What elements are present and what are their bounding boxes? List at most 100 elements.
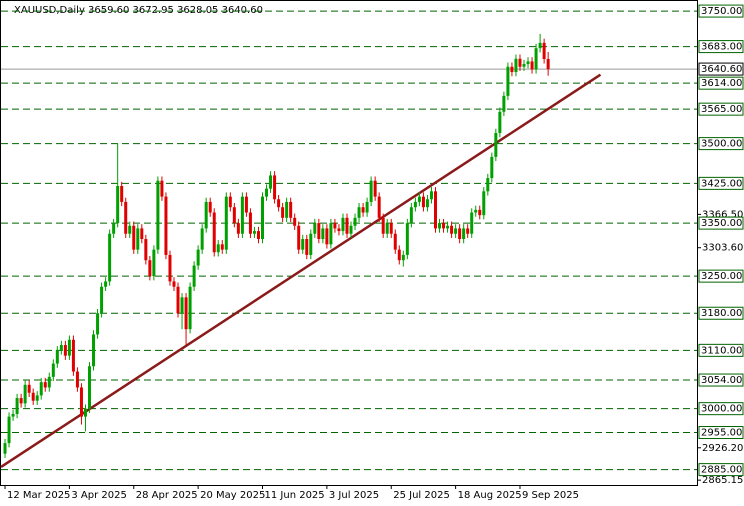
candle-body xyxy=(71,339,75,372)
plot-frame xyxy=(0,0,698,486)
candle-body xyxy=(212,212,216,253)
candle-body xyxy=(192,265,196,287)
candle-body xyxy=(31,392,35,401)
candle-body xyxy=(514,58,518,73)
candle-body xyxy=(112,223,116,234)
candle-body xyxy=(232,207,236,224)
x-tick-label: 12 Mar 2025 xyxy=(7,490,70,501)
x-tick-label: 9 Sep 2025 xyxy=(522,490,579,501)
ohlc-readout: 3659.60 3672.95 3628.05 3640.60 xyxy=(88,5,263,16)
y-tick-label: 3366.50 xyxy=(702,209,743,220)
candle-body xyxy=(277,199,281,208)
candle-body xyxy=(494,133,498,157)
candle-body xyxy=(35,395,39,401)
candle-body xyxy=(120,186,124,202)
candle-body xyxy=(478,209,482,216)
level-label-box xyxy=(698,216,744,230)
candle-body xyxy=(486,178,490,192)
candle-body xyxy=(15,398,19,414)
candle-body xyxy=(502,95,506,112)
candle-body xyxy=(172,281,176,287)
candle-body xyxy=(389,223,393,234)
x-tick-label: 11 Jun 2025 xyxy=(265,490,325,501)
candle-body xyxy=(297,225,301,250)
candle-body xyxy=(474,209,478,213)
candle-body xyxy=(498,111,502,133)
level-label: 3110.00 xyxy=(701,345,742,356)
candle-body xyxy=(510,66,514,73)
candle-body xyxy=(450,225,454,234)
candle-body xyxy=(373,180,377,197)
candle-body xyxy=(381,217,385,234)
candle-body xyxy=(265,188,269,197)
candle-body xyxy=(417,196,421,202)
candle-body xyxy=(305,239,309,255)
candle-body xyxy=(3,443,7,454)
candle-body xyxy=(442,223,446,229)
trendline xyxy=(0,73,602,469)
candle-body xyxy=(433,191,437,229)
candle-body xyxy=(63,345,67,356)
candle-body xyxy=(309,233,313,255)
candle-body xyxy=(200,228,204,250)
candle-body xyxy=(128,225,132,234)
candle-body xyxy=(228,196,232,208)
candle-body xyxy=(108,233,112,282)
candle-body xyxy=(176,286,180,314)
candle-body xyxy=(124,201,128,234)
last-price-label: 3640.60 xyxy=(701,64,742,75)
candle-body xyxy=(132,225,136,250)
x-tick-label: 3 Jul 2025 xyxy=(329,490,379,501)
candle-body xyxy=(152,249,156,277)
candle-body xyxy=(289,201,293,218)
candle-body xyxy=(59,345,63,351)
candle-body xyxy=(244,196,248,213)
candle-body xyxy=(425,199,429,208)
candle-body xyxy=(252,231,256,234)
candle-body xyxy=(144,239,148,261)
level-label-box xyxy=(698,463,744,477)
candle-body xyxy=(313,223,317,234)
candle-body xyxy=(148,260,152,277)
candle-body xyxy=(466,228,470,234)
candle-body xyxy=(51,363,55,377)
candle-body xyxy=(92,334,96,367)
level-label: 3054.00 xyxy=(701,375,742,386)
candle-body xyxy=(75,371,79,388)
candle-body xyxy=(220,244,224,250)
candle-body xyxy=(19,398,23,404)
candle-body xyxy=(7,416,11,444)
candle-body xyxy=(530,61,534,70)
candle-body xyxy=(421,196,425,208)
candle-body xyxy=(96,313,100,335)
level-label: 2885.00 xyxy=(701,465,742,476)
candle-body xyxy=(27,384,31,393)
candle-body xyxy=(385,223,389,234)
candle-body xyxy=(546,58,550,70)
candle-body xyxy=(23,384,27,404)
candle-body xyxy=(454,228,458,234)
candle-body xyxy=(116,186,120,224)
candle-body xyxy=(353,217,357,226)
candle-body xyxy=(542,42,546,59)
level-label: 3350.00 xyxy=(701,218,742,229)
candle-body xyxy=(526,61,530,65)
candle-body xyxy=(256,231,260,240)
y-tick-label: 3303.60 xyxy=(702,243,743,254)
candle-body xyxy=(534,48,538,70)
candle-body xyxy=(88,366,92,409)
candle-body xyxy=(438,223,442,229)
candle-body xyxy=(104,281,108,287)
level-label-box xyxy=(698,426,744,440)
candle-body xyxy=(156,180,160,250)
level-label-box xyxy=(698,343,744,357)
candle-body xyxy=(490,156,494,179)
candle-body xyxy=(55,350,59,364)
candle-body xyxy=(446,225,450,229)
candle-body xyxy=(196,249,200,266)
level-label: 3250.00 xyxy=(701,271,742,282)
candle-body xyxy=(401,254,405,261)
candle-body xyxy=(369,180,373,202)
candle-body xyxy=(329,223,333,245)
candle-body xyxy=(168,254,172,282)
